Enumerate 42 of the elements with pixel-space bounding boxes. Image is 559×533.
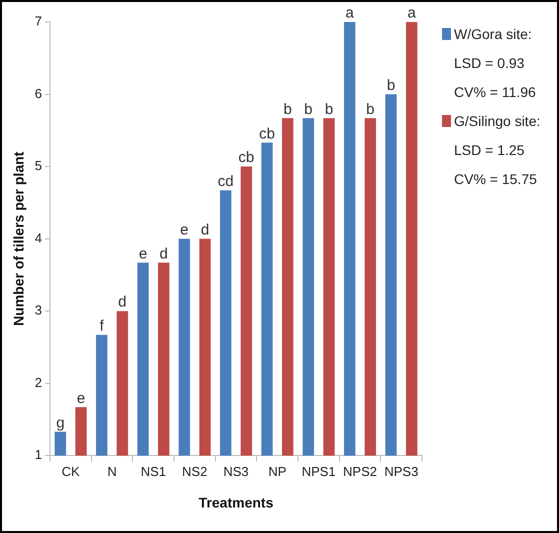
data-label: cb (238, 149, 254, 166)
text: LSD = 1.25 (453, 141, 526, 160)
data-label: b (366, 100, 375, 118)
x-tick-label: NPS2 (343, 464, 377, 479)
text: LSD = 0.93 (453, 54, 526, 73)
y-tick-label: 5 (34, 158, 42, 174)
data-label: a (346, 4, 354, 22)
x-axis-title: Treatments (198, 494, 274, 510)
legend-label: G/Silingo site: (453, 112, 540, 131)
y-tick-label: 6 (34, 86, 42, 101)
y-tick-label: 2 (34, 374, 42, 390)
data-label: cb (259, 125, 275, 142)
data-label: d (160, 245, 168, 262)
data-label: g (56, 414, 65, 432)
data-label: b (324, 100, 334, 118)
data-label: f (100, 318, 105, 335)
y-tick-label: 1 (34, 447, 42, 462)
x-tick-label: NPS3 (384, 464, 418, 479)
text: CV% = 15.75 (453, 170, 538, 189)
x-tick-label: NS1 (140, 464, 166, 479)
x-tick-label: N (107, 464, 117, 479)
y-tick-label: 4 (34, 230, 42, 246)
data-label: a (407, 4, 416, 22)
data-label: e (138, 245, 148, 262)
text: CV% = 11.96 (453, 83, 537, 102)
legend-label: W/Gora site: (453, 25, 533, 44)
x-tick-label: NS2 (182, 464, 208, 479)
y-tick-label: 3 (34, 302, 42, 318)
data-label: d (200, 221, 210, 238)
data-label: e (180, 221, 189, 238)
data-label: e (76, 390, 86, 407)
data-label: b (284, 100, 292, 118)
data-label: b (386, 76, 396, 94)
x-tick-label: NP (268, 464, 286, 479)
data-label: cd (218, 173, 234, 190)
x-tick-label: CK (62, 464, 80, 479)
y-axis-title: Number of tillers per plant (10, 151, 26, 326)
x-tick-label: NPS1 (302, 464, 336, 479)
data-label: d (118, 294, 127, 311)
x-tick-label: NS3 (223, 464, 249, 479)
y-tick-label: 7 (34, 14, 42, 29)
data-label: b (304, 100, 313, 118)
